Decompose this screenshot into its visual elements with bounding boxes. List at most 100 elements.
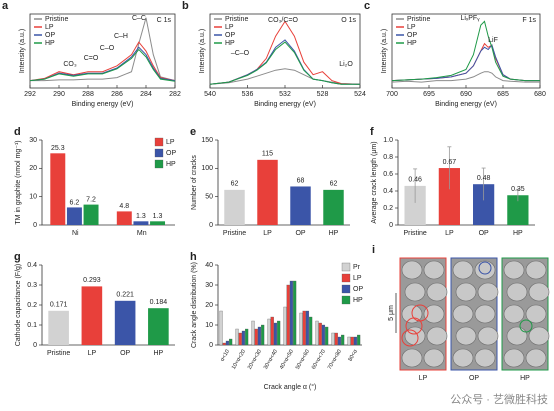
y-axis-title: Intensity (a.u.) <box>199 29 206 73</box>
bar <box>283 306 287 346</box>
spectrum-line <box>209 41 360 85</box>
bar <box>325 326 329 346</box>
particle <box>401 348 423 368</box>
bar <box>257 159 278 225</box>
bar <box>48 310 69 345</box>
bar <box>257 326 262 346</box>
bar <box>277 320 281 346</box>
x-tick-label: OP <box>120 350 130 357</box>
particle <box>423 260 445 280</box>
x-tick-label: HP <box>154 350 164 357</box>
x-tick-label: LP <box>88 350 97 357</box>
bar <box>251 320 255 346</box>
annotation: LiₓPFᵧ <box>461 15 481 22</box>
crack-marker <box>519 319 533 333</box>
value-label: 0.67 <box>443 159 457 166</box>
y-tick-label: 0 <box>33 342 37 349</box>
x-tick-label: Pristine <box>403 230 426 237</box>
legend-swatch <box>341 262 351 272</box>
legend-label: OP <box>45 32 55 39</box>
particle <box>506 282 528 302</box>
legend-swatch <box>341 273 351 283</box>
particle <box>528 326 550 346</box>
value-label: 0.171 <box>50 302 68 309</box>
bar <box>235 328 239 346</box>
particle <box>426 326 448 346</box>
panel-label: a <box>2 0 9 12</box>
y-axis-title: Average crack length (μm) <box>371 141 378 223</box>
x-tick-label: 286 <box>111 91 123 98</box>
legend-label: HP <box>353 297 363 304</box>
bar <box>219 310 223 346</box>
x-tick-label: Pristine <box>223 230 246 237</box>
bar <box>350 336 354 346</box>
bar <box>224 189 245 225</box>
x-tick-label: OP <box>479 230 489 237</box>
y-tick-label: 0.2 <box>383 205 393 212</box>
bar <box>299 312 303 346</box>
annotation: C–H <box>114 33 128 40</box>
bar <box>302 310 306 346</box>
annotation: LiF <box>488 37 498 44</box>
legend-label: Pristine <box>225 16 248 23</box>
panel-label: d <box>14 126 21 138</box>
panel-label: f <box>370 126 374 138</box>
legend-swatch <box>341 284 351 294</box>
bar <box>318 322 322 346</box>
bar <box>83 204 99 225</box>
legend-swatch <box>154 148 164 158</box>
y-tick-label: 0 <box>33 222 37 229</box>
x-axis-title: Binding energy (eV) <box>72 101 134 108</box>
particle <box>474 260 496 280</box>
bar <box>261 324 265 346</box>
y-tick-label: 0.6 <box>383 171 393 178</box>
value-label: 1.3 <box>153 213 163 220</box>
particle <box>528 282 550 302</box>
bar <box>337 336 342 346</box>
watermark: 公众号 · 艺微胜科技 <box>450 392 548 406</box>
x-tick-label: 532 <box>279 91 291 98</box>
bar <box>245 328 249 346</box>
value-label: 4.8 <box>119 203 129 210</box>
annotation: CO₃/C=O <box>268 17 298 24</box>
annotation: C–C <box>132 15 146 22</box>
particle <box>503 348 525 368</box>
x-tick-label: 70<α<80 <box>327 349 343 371</box>
x-tick-label: 680 <box>534 91 546 98</box>
x-tick-label: HP <box>513 230 523 237</box>
image-label: OP <box>469 375 479 382</box>
bar <box>347 336 351 346</box>
bar <box>404 185 426 225</box>
legend-label: Pristine <box>407 16 430 23</box>
spectrum-line <box>391 71 540 83</box>
bar <box>331 332 335 346</box>
legend-label: OP <box>166 150 176 157</box>
spectrum-line <box>30 17 176 82</box>
y-axis-title: Cathode capacitance (F/g) <box>15 264 22 347</box>
x-tick-label: 60<α<70 <box>311 349 327 371</box>
crack-marker <box>401 329 419 347</box>
y-axis-title: TM in graphite (nmol mg⁻¹) <box>15 140 22 224</box>
y-axis-title: Intensity (a.u.) <box>381 29 388 73</box>
bar <box>353 336 358 346</box>
legend-swatch <box>341 295 351 305</box>
y-tick-label: 0.1 <box>27 322 37 329</box>
value-label: 0.48 <box>477 175 491 182</box>
x-tick-label: 528 <box>317 91 329 98</box>
bar <box>222 342 226 346</box>
spectrum-line <box>29 46 176 82</box>
particle <box>525 304 547 324</box>
x-tick-label: 50<α<60 <box>295 349 311 371</box>
x-tick-label: 290 <box>53 91 65 98</box>
value-label: 7.2 <box>86 196 96 203</box>
x-tick-label: Ni <box>72 230 79 237</box>
x-tick-label: LP <box>263 230 272 237</box>
particle <box>423 348 445 368</box>
bar <box>116 211 132 225</box>
x-tick-label: 524 <box>354 91 366 98</box>
bar <box>507 195 529 225</box>
x-tick-label: OP <box>295 230 305 237</box>
value-label: 1.3 <box>136 213 146 220</box>
panel-label: g <box>14 251 21 263</box>
legend-label: Pristine <box>45 16 68 23</box>
